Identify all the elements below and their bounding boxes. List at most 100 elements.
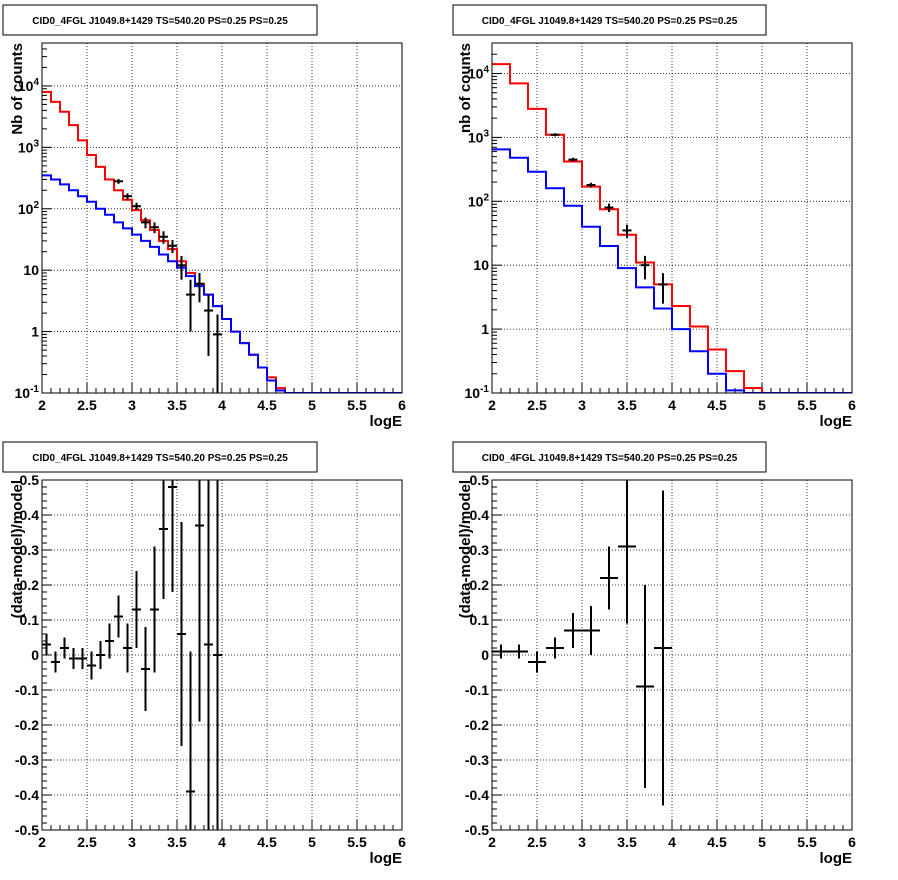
series-line-red bbox=[492, 63, 852, 393]
series-line-red bbox=[42, 90, 402, 393]
y-tick-label: 102 bbox=[468, 192, 490, 209]
y-tick-label: 10 bbox=[23, 262, 39, 278]
chart-title: CID0_4FGL J1049.8+1429 TS=540.20 PS=0.25… bbox=[32, 453, 288, 464]
x-tick-label: 3 bbox=[128, 834, 136, 850]
x-tick-label: 5.5 bbox=[347, 397, 367, 413]
y-tick-label: 10-1 bbox=[465, 384, 490, 401]
y-tick-label: 0.5 bbox=[20, 472, 40, 488]
data-point bbox=[96, 641, 105, 669]
x-tick-label: 3 bbox=[578, 834, 586, 850]
x-tick-label: 4.5 bbox=[257, 397, 277, 413]
y-tick-label: 0.3 bbox=[470, 542, 490, 558]
x-tick-label: 3 bbox=[578, 397, 586, 413]
plot-frame bbox=[41, 42, 403, 394]
data-point bbox=[69, 648, 78, 669]
series-line-blue bbox=[42, 174, 402, 393]
data-point bbox=[550, 133, 560, 137]
x-tick-label: 5 bbox=[758, 397, 766, 413]
y-axis-label: (data-model)/model bbox=[9, 480, 26, 618]
data-point bbox=[204, 294, 213, 357]
data-point bbox=[168, 239, 177, 254]
data-point bbox=[141, 627, 150, 711]
data-point bbox=[177, 522, 186, 746]
plot-area bbox=[492, 63, 852, 393]
data-point bbox=[105, 623, 114, 659]
data-point bbox=[492, 644, 510, 659]
y-axis-label: Nb of counts bbox=[9, 43, 26, 135]
y-tick-label: 104 bbox=[468, 64, 490, 81]
x-tick-label: 5 bbox=[308, 834, 316, 850]
chart-title-box bbox=[452, 4, 767, 36]
series-line-blue bbox=[492, 148, 852, 393]
y-tick-label: -0.1 bbox=[465, 682, 489, 698]
data-point bbox=[213, 314, 222, 393]
data-point bbox=[123, 623, 132, 673]
data-point bbox=[177, 256, 186, 280]
x-tick-label: 6 bbox=[398, 834, 406, 850]
y-tick-label: -0.1 bbox=[15, 682, 39, 698]
y-tick-label: 0.2 bbox=[470, 577, 490, 593]
chart-panel-2: CID0_4FGL J1049.8+1429 TS=540.20 PS=0.25… bbox=[452, 4, 856, 430]
y-tick-label: 1 bbox=[31, 324, 39, 340]
y-tick-label: 104 bbox=[18, 77, 40, 94]
data-point bbox=[568, 157, 578, 162]
data-point bbox=[654, 490, 672, 806]
y-tick-label: 0.2 bbox=[20, 577, 40, 593]
y-tick-label: 103 bbox=[468, 128, 490, 145]
chart-panel-3: CID0_4FGL J1049.8+1429 TS=540.20 PS=0.25… bbox=[2, 441, 406, 867]
x-tick-label: 3.5 bbox=[617, 834, 637, 850]
x-tick-label: 6 bbox=[848, 834, 856, 850]
x-tick-label: 5.5 bbox=[797, 397, 817, 413]
chart-title: CID0_4FGL J1049.8+1429 TS=540.20 PS=0.25… bbox=[32, 16, 288, 27]
x-axis-label: logE bbox=[370, 850, 403, 867]
data-point bbox=[582, 606, 600, 655]
x-tick-label: 5 bbox=[308, 397, 316, 413]
y-tick-label: 1 bbox=[481, 321, 489, 337]
x-tick-label: 4.5 bbox=[707, 834, 727, 850]
x-tick-label: 2 bbox=[488, 834, 496, 850]
data-point bbox=[141, 217, 150, 229]
x-tick-label: 4 bbox=[218, 834, 226, 850]
y-tick-label: 0.3 bbox=[20, 542, 40, 558]
plot-frame bbox=[491, 42, 853, 394]
data-point bbox=[195, 272, 204, 303]
x-tick-label: 2 bbox=[488, 397, 496, 413]
x-tick-label: 5.5 bbox=[347, 834, 367, 850]
plot-area bbox=[42, 480, 222, 830]
x-tick-label: 4.5 bbox=[707, 397, 727, 413]
chart-title-box bbox=[2, 4, 318, 36]
data-point bbox=[150, 222, 159, 234]
y-tick-label: 0.1 bbox=[20, 612, 40, 628]
x-tick-label: 6 bbox=[398, 397, 406, 413]
x-tick-label: 4 bbox=[218, 397, 226, 413]
chart-title: CID0_4FGL J1049.8+1429 TS=540.20 PS=0.25… bbox=[482, 453, 738, 464]
chart-panel-1: CID0_4FGL J1049.8+1429 TS=540.20 PS=0.25… bbox=[2, 4, 406, 430]
x-tick-label: 2.5 bbox=[527, 834, 547, 850]
y-tick-label: -0.2 bbox=[15, 717, 39, 733]
x-tick-label: 3.5 bbox=[617, 397, 637, 413]
data-point bbox=[186, 651, 195, 830]
data-point bbox=[586, 182, 596, 188]
y-tick-label: 0.4 bbox=[470, 507, 490, 523]
x-tick-label: 6 bbox=[848, 397, 856, 413]
data-point bbox=[640, 255, 650, 280]
y-tick-label: 0.4 bbox=[20, 507, 40, 523]
data-point bbox=[168, 480, 177, 592]
data-point bbox=[213, 480, 222, 830]
x-axis-label: logE bbox=[820, 850, 853, 867]
y-tick-label: 0 bbox=[31, 647, 39, 663]
x-axis-label: logE bbox=[370, 413, 403, 430]
data-point bbox=[78, 648, 87, 669]
data-point bbox=[546, 637, 564, 659]
chart-panel-4: CID0_4FGL J1049.8+1429 TS=540.20 PS=0.25… bbox=[452, 441, 856, 867]
x-tick-label: 2.5 bbox=[77, 834, 97, 850]
y-tick-label: 102 bbox=[18, 200, 40, 217]
chart-title-box bbox=[452, 441, 767, 473]
y-tick-label: -0.3 bbox=[465, 752, 489, 768]
y-tick-label: 103 bbox=[18, 138, 40, 155]
x-tick-label: 5.5 bbox=[797, 834, 817, 850]
data-point bbox=[87, 651, 96, 680]
y-tick-label: 0.5 bbox=[470, 472, 490, 488]
